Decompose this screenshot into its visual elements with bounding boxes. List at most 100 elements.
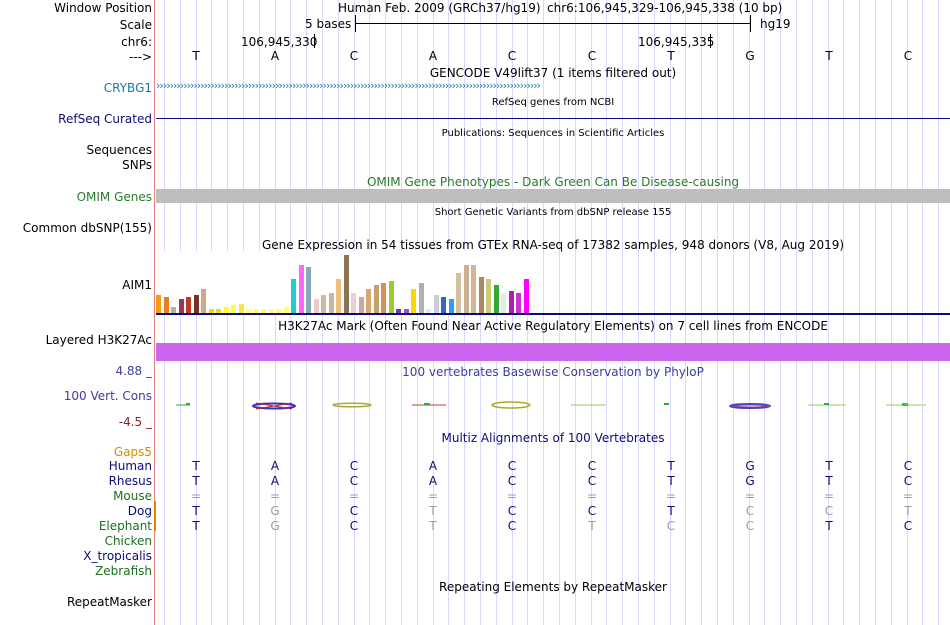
gtex-tissue-bar[interactable]: [231, 305, 236, 313]
h3k27ac-signal[interactable]: [156, 343, 950, 361]
gene-crybg1-feature[interactable]: ››››››››››››››››››››››››››››››››››››››››…: [156, 79, 541, 92]
aligned-base: T: [825, 519, 833, 533]
gtex-tissue-bar[interactable]: [253, 309, 259, 313]
snps-label[interactable]: SNPs: [122, 158, 152, 172]
aligned-base: T: [667, 504, 675, 518]
gtex-tissue-bar[interactable]: [433, 295, 439, 313]
aligned-base: C: [507, 474, 517, 488]
phylop-track-title: 100 vertebrates Basewise Conservation by…: [402, 365, 704, 379]
repeatmasker-label[interactable]: RepeatMasker: [66, 595, 152, 609]
gtex-tissue-bar[interactable]: [223, 307, 229, 313]
aligned-base: G: [745, 474, 755, 488]
grid-line: [717, 0, 718, 625]
grid-line: [812, 0, 813, 625]
sequences-label[interactable]: Sequences: [86, 143, 152, 157]
grid-line: [749, 0, 750, 625]
aligned-base: C: [507, 459, 517, 473]
grid-line: [622, 0, 623, 625]
species-label[interactable]: Dog: [127, 504, 152, 518]
gtex-tissue-bar[interactable]: [501, 293, 506, 313]
gtex-tissue-bar[interactable]: [351, 293, 356, 313]
gtex-tissue-bar[interactable]: [193, 295, 199, 313]
gtex-tissue-bar[interactable]: [156, 295, 161, 313]
grid-line: [559, 0, 560, 625]
aligned-base: C: [349, 519, 359, 533]
gtex-tissue-bar[interactable]: [298, 265, 304, 313]
omim-gene-bar[interactable]: [156, 189, 950, 203]
gtex-tissue-bar[interactable]: [336, 279, 341, 313]
aligned-base: C: [587, 504, 597, 518]
gtex-tissue-bar[interactable]: [343, 255, 349, 313]
gtex-tissue-bar[interactable]: [238, 304, 244, 313]
species-label[interactable]: Mouse: [113, 489, 152, 503]
gtex-tissue-bar[interactable]: [208, 309, 214, 313]
aligned-base: T: [192, 459, 200, 473]
gene-crybg1-label[interactable]: CRYBG1: [103, 81, 152, 95]
aligned-base: C: [666, 519, 676, 533]
aligned-base: T: [588, 519, 596, 533]
aligned-base: C: [745, 504, 755, 518]
aligned-base: T: [192, 519, 200, 533]
aligned-base: =: [823, 489, 835, 503]
gtex-tissue-bar[interactable]: [291, 279, 296, 313]
gtex-baseline: [156, 313, 950, 315]
gtex-tissue-bar[interactable]: [276, 309, 281, 313]
gtex-tissue-bar[interactable]: [283, 307, 289, 313]
gtex-tissue-bar[interactable]: [328, 293, 334, 313]
grid-line: [670, 0, 671, 625]
gtex-tissue-bar[interactable]: [201, 289, 206, 313]
species-label[interactable]: Zebrafish: [95, 564, 152, 578]
grid-line: [796, 0, 797, 625]
gtex-tissue-bar[interactable]: [396, 309, 401, 313]
reference-base: A: [270, 49, 280, 63]
gtex-tissue-bar[interactable]: [246, 309, 251, 313]
gtex-tissue-bar[interactable]: [463, 265, 469, 313]
gtex-tissue-bar[interactable]: [171, 307, 176, 313]
species-label[interactable]: Rhesus: [108, 474, 152, 488]
gtex-tissue-bar[interactable]: [508, 291, 514, 313]
omim-genes-label[interactable]: OMIM Genes: [76, 190, 152, 204]
gtex-tissue-bar[interactable]: [448, 299, 454, 313]
gtex-tissue-bar[interactable]: [486, 279, 491, 313]
gaps-label[interactable]: Gaps5: [113, 445, 152, 459]
gtex-tissue-bar[interactable]: [456, 273, 461, 313]
aligned-base: C: [903, 474, 913, 488]
species-label[interactable]: Chicken: [104, 534, 152, 548]
gtex-gene-label[interactable]: AIM1: [122, 278, 152, 292]
gtex-tissue-bar[interactable]: [441, 297, 446, 313]
gtex-tissue-bar[interactable]: [358, 297, 364, 313]
gtex-tissue-bar[interactable]: [411, 289, 416, 313]
gtex-tissue-bar[interactable]: [216, 309, 221, 313]
gtex-tissue-bar[interactable]: [313, 299, 319, 313]
gtex-tissue-bar[interactable]: [373, 285, 379, 313]
species-label[interactable]: Elephant: [98, 519, 152, 533]
gtex-tissue-bar[interactable]: [471, 265, 476, 313]
gtex-tissue-bar[interactable]: [493, 285, 499, 313]
phylop-label[interactable]: 100 Vert. Cons: [63, 389, 152, 403]
gtex-tissue-bar[interactable]: [478, 277, 484, 313]
gtex-tissue-bar[interactable]: [186, 297, 191, 313]
aligned-base: C: [824, 504, 834, 518]
gtex-tissue-bar[interactable]: [388, 281, 394, 313]
gtex-tissue-bar[interactable]: [523, 279, 529, 313]
species-label[interactable]: X_tropicalis: [83, 549, 152, 563]
gtex-tissue-bar[interactable]: [403, 309, 409, 313]
species-label[interactable]: Human: [108, 459, 152, 473]
gtex-tissue-bar[interactable]: [261, 309, 266, 313]
dbsnp-label[interactable]: Common dbSNP(155): [22, 221, 152, 235]
gtex-tissue-bar[interactable]: [426, 309, 431, 313]
gtex-tissue-bar[interactable]: [163, 297, 169, 313]
gtex-tissue-bar[interactable]: [516, 293, 521, 313]
gtex-tissue-bar[interactable]: [178, 299, 184, 313]
refseq-label[interactable]: RefSeq Curated: [58, 112, 152, 126]
gtex-tissue-bar[interactable]: [381, 283, 386, 313]
gtex-tissue-bar[interactable]: [268, 309, 274, 313]
gtex-tissue-bar[interactable]: [321, 295, 326, 313]
h3k27ac-label[interactable]: Layered H3K27Ac: [45, 333, 152, 347]
gtex-tissue-bar[interactable]: [418, 283, 424, 313]
refseq-gene-line[interactable]: [156, 118, 950, 119]
gtex-tissue-bar[interactable]: [366, 289, 371, 313]
gtex-tissue-bar[interactable]: [306, 267, 311, 313]
phylop-signal[interactable]: [156, 395, 950, 415]
gtex-expression-chart[interactable]: [156, 251, 536, 313]
